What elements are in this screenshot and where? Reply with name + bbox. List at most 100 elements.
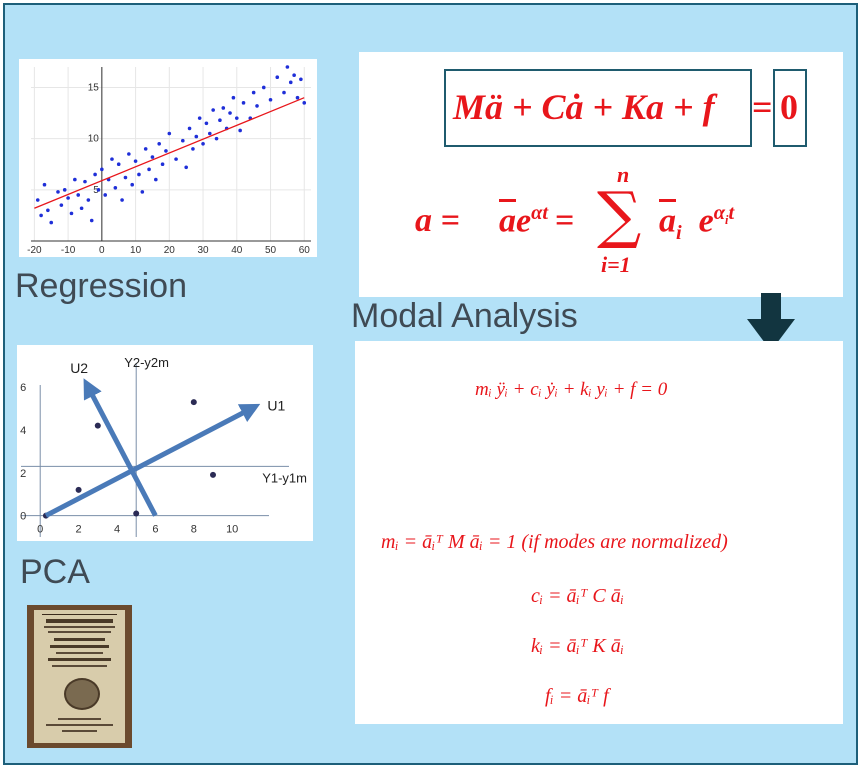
y-tick-label: 10 <box>88 134 100 145</box>
data-point <box>282 90 286 95</box>
equation-panel: Mä + Cȧ + Ka + f = 0 a = aeαt = n ∑ i=1 … <box>359 52 843 297</box>
x-tick-label: 0 <box>99 245 105 256</box>
data-point <box>241 101 246 105</box>
modal-coordinates-panel: mᵢ ÿᵢ + cᵢ ẏᵢ + kᵢ yᵢ + f = 0 mᵢ = āᵢᵀ M… <box>355 341 843 724</box>
x-tick-label: 50 <box>265 245 277 256</box>
data-point <box>96 188 101 192</box>
data-point <box>93 172 97 177</box>
data-point <box>69 211 74 216</box>
data-point <box>190 399 197 406</box>
data-point <box>62 188 67 192</box>
data-point <box>234 116 239 120</box>
data-point <box>184 165 188 170</box>
x-tick-label: 4 <box>114 524 120 536</box>
y-tick-label: 5 <box>93 185 99 196</box>
data-point <box>130 182 135 187</box>
data-point <box>113 185 118 190</box>
trend-line <box>34 97 305 209</box>
data-point <box>181 138 185 143</box>
data-point <box>116 162 121 167</box>
zero-box <box>773 69 807 147</box>
equation-of-motion-rhs: 0 <box>780 87 798 127</box>
data-point <box>83 179 87 184</box>
data-point <box>255 104 259 108</box>
x-tick-label: 6 <box>152 524 158 536</box>
data-point <box>79 206 84 211</box>
data-point <box>157 141 161 146</box>
modal-expansion-lhs: a = <box>415 202 460 239</box>
data-point <box>123 175 128 180</box>
modal-mass-equation: mᵢ = āᵢᵀ M āᵢ = 1 (if modes are normaliz… <box>381 531 728 553</box>
data-point <box>147 167 151 172</box>
data-point <box>133 159 138 163</box>
data-point <box>143 147 148 151</box>
regression-label: Regression <box>15 267 187 305</box>
vector-u1 <box>44 403 261 518</box>
data-point <box>210 471 216 478</box>
modal-analysis-label: Modal Analysis <box>351 297 578 335</box>
x-tick-label: 0 <box>37 524 43 536</box>
y-tick-label: 4 <box>20 425 26 437</box>
data-point <box>207 131 212 136</box>
sum-lower-limit: i=1 <box>601 252 631 277</box>
y-tick-label: 2 <box>20 468 26 480</box>
data-point <box>56 190 60 194</box>
modal-damping-equation: cᵢ = āᵢᵀ C āᵢ <box>531 585 624 607</box>
data-point <box>164 149 168 153</box>
data-point <box>76 193 81 197</box>
data-point <box>292 73 296 77</box>
equation-of-motion-lhs: Mä + Cȧ + Ka + f <box>453 87 715 127</box>
data-point <box>86 198 91 202</box>
x-tick-label: 20 <box>164 245 176 256</box>
sum-upper-limit: n <box>617 162 630 187</box>
vector-u2 <box>83 378 158 517</box>
data-point <box>75 486 82 493</box>
data-point <box>214 136 219 141</box>
data-point <box>299 77 303 82</box>
data-point <box>39 213 43 218</box>
x-tick-label: 40 <box>231 245 243 256</box>
data-point <box>46 208 50 213</box>
data-point <box>59 203 64 207</box>
pca-plot-panel: 0 2 4 6 8 10 0 2 4 6 Y1-y1m Y2-y2m U1 U2 <box>17 345 313 541</box>
data-point <box>35 198 40 202</box>
data-point <box>251 90 256 95</box>
data-point <box>49 220 54 225</box>
data-point <box>100 167 104 172</box>
equation-of-motion-box <box>444 69 752 147</box>
data-point <box>285 65 290 69</box>
down-arrow-icon <box>747 293 795 351</box>
data-point <box>201 141 205 146</box>
y-axis-label: Y2-y2m <box>124 355 169 370</box>
x-tick-label: 2 <box>76 524 82 536</box>
data-point <box>204 121 209 126</box>
data-point <box>73 177 77 182</box>
data-point <box>268 97 273 102</box>
modal-expansion-abar: aeαt <box>499 202 549 240</box>
modal-force-equation: fᵢ = āᵢᵀ f <box>545 685 609 707</box>
data-point <box>94 422 101 429</box>
data-point <box>218 118 222 123</box>
x-tick-label: 60 <box>299 245 311 256</box>
pca-plot: 0 2 4 6 8 10 0 2 4 6 Y1-y1m Y2-y2m U1 U2 <box>20 355 307 537</box>
data-point <box>238 128 242 133</box>
data-point <box>167 131 172 136</box>
pca-label: PCA <box>20 553 90 591</box>
data-point <box>228 111 232 115</box>
discours-de-la-methode-book-image <box>27 605 132 748</box>
modal-expansion-sum-term: ai eαit <box>659 202 735 245</box>
data-point <box>110 157 114 161</box>
vector-label: U2 <box>70 360 88 376</box>
data-point <box>66 196 70 200</box>
data-point <box>140 190 145 194</box>
x-tick-label: -20 <box>27 245 42 256</box>
modal-equation: mᵢ ÿᵢ + cᵢ ẏᵢ + kᵢ yᵢ + f = 0 <box>475 379 668 400</box>
data-point <box>160 162 165 167</box>
data-point <box>133 510 140 517</box>
data-point <box>42 182 47 187</box>
data-point <box>120 198 124 202</box>
data-point <box>154 177 158 182</box>
x-tick-label: 30 <box>197 245 209 256</box>
data-point <box>288 80 293 85</box>
data-point <box>295 95 300 100</box>
